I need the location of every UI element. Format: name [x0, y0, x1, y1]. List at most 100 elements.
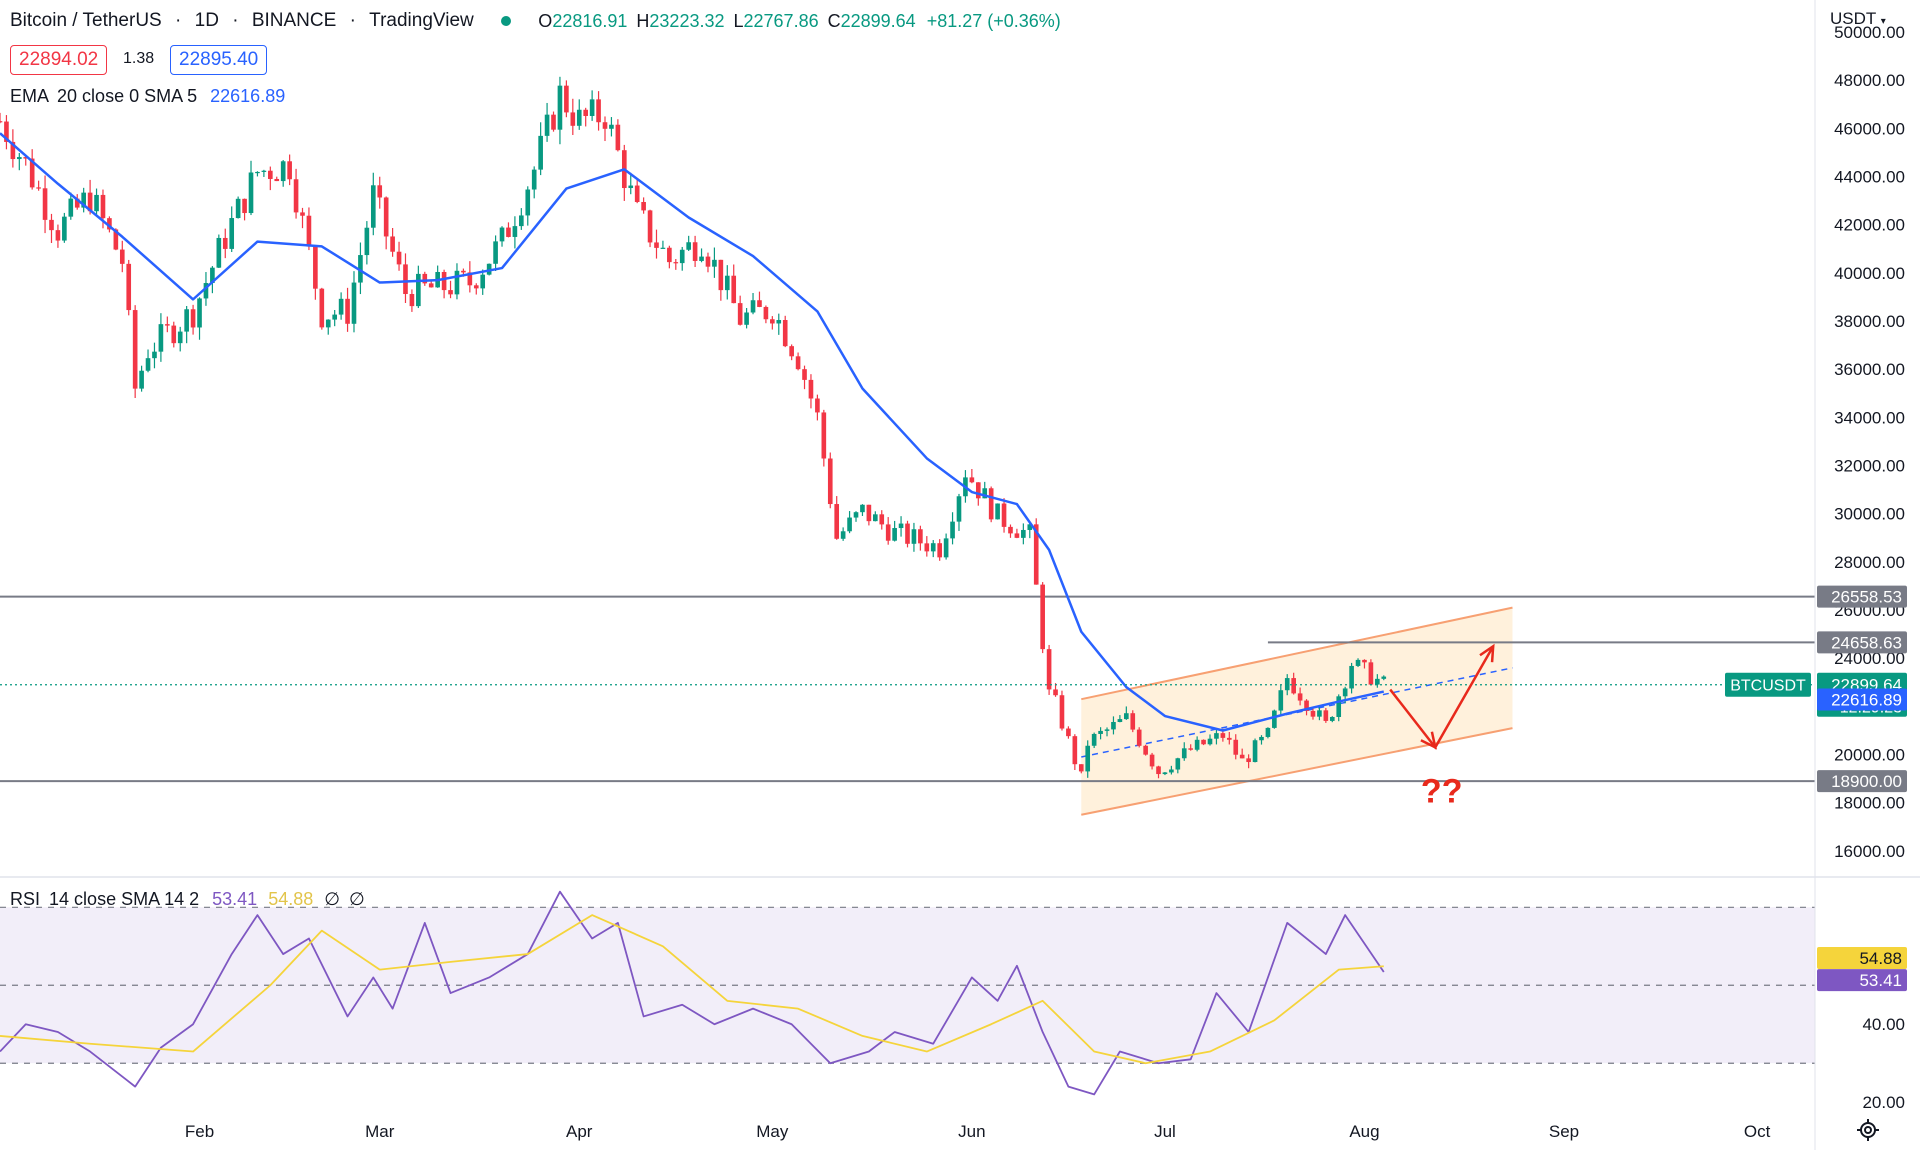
price-tick-label: 46000.00: [1834, 119, 1905, 138]
candle-body: [152, 351, 157, 359]
candle-body: [100, 194, 106, 219]
level-label-bg: [1817, 631, 1907, 654]
candle-body: [416, 273, 421, 307]
candle-body: [190, 309, 196, 328]
candle-body: [377, 185, 383, 198]
candle-body: [1233, 739, 1239, 755]
candle: [377, 176, 383, 209]
candle-body: [10, 141, 16, 160]
candle: [158, 313, 164, 362]
candle-body: [255, 171, 260, 174]
candle-body: [454, 270, 460, 295]
time-tick-label: Jun: [958, 1122, 985, 1141]
time-axis[interactable]: Feb Mar Apr May Jun Jul Aug Sep Oct: [185, 1122, 1771, 1141]
candle-body: [757, 300, 762, 307]
candle-body: [4, 121, 9, 142]
symbol-name[interactable]: Bitcoin / TetherUS: [10, 10, 162, 31]
chevron-down-icon: ▾: [1880, 16, 1886, 27]
candle-body: [1375, 678, 1380, 685]
candle-body: [1194, 739, 1200, 750]
candle-body: [679, 249, 685, 264]
price-pane[interactable]: ??: [0, 76, 1920, 878]
candle: [435, 265, 440, 288]
candle: [210, 266, 215, 294]
candle: [422, 271, 428, 286]
candle: [873, 511, 878, 522]
ema-value: 22616.89: [210, 86, 286, 106]
candle: [634, 179, 640, 204]
candle-body: [74, 198, 80, 208]
candle: [943, 533, 949, 560]
rsi-params: 14 close SMA 14 2: [49, 889, 200, 909]
candle-body: [506, 227, 511, 237]
candle-body: [1162, 772, 1168, 775]
candle-body: [892, 528, 897, 541]
candle: [383, 196, 389, 250]
candle: [1323, 707, 1329, 723]
candle-body: [789, 346, 794, 357]
candle-body: [840, 531, 846, 539]
candle-body: [370, 185, 376, 228]
candle-body: [1336, 696, 1342, 717]
candle: [1355, 658, 1361, 668]
candle: [615, 119, 621, 152]
candle: [499, 226, 505, 247]
candle-body: [1329, 716, 1335, 721]
ema-legend[interactable]: EMA 20 close 0 SMA 5 22616.89: [10, 86, 285, 107]
candle: [538, 122, 543, 176]
candle-body: [126, 263, 132, 311]
candle: [1233, 734, 1239, 760]
candle: [988, 486, 994, 523]
candle-body: [576, 109, 582, 126]
candle: [55, 224, 61, 248]
price-tick-label: 30000.00: [1834, 505, 1905, 524]
candle-body: [673, 262, 679, 264]
rsi-pane[interactable]: [0, 890, 1815, 1096]
candle: [570, 98, 576, 135]
candle-body: [744, 312, 749, 325]
rsi-legend[interactable]: RSI 14 close SMA 14 2 53.41 54.88 ∅ ∅: [10, 889, 365, 910]
price-axis[interactable]: 16000.0018000.0020000.0022000.0024000.00…: [1725, 0, 1907, 1150]
currency-label[interactable]: USDT: [1830, 9, 1876, 28]
ema-line: [0, 132, 1385, 732]
candle: [1008, 524, 1013, 538]
candle: [1169, 765, 1174, 775]
candle-body: [879, 514, 885, 525]
candle-body: [705, 256, 711, 267]
candle: [1001, 498, 1007, 533]
candle: [403, 253, 408, 304]
candle-body: [969, 477, 975, 483]
candle: [853, 511, 859, 522]
candle-body: [261, 170, 267, 172]
candle: [808, 374, 814, 409]
buy-button[interactable]: 22895.40: [170, 45, 268, 75]
candle: [795, 352, 801, 371]
candle: [197, 297, 202, 340]
candle-body: [802, 369, 807, 380]
candle-body: [1021, 529, 1026, 538]
candle: [1188, 744, 1194, 751]
candle: [222, 228, 228, 259]
currency-selector[interactable]: USDT ▾: [1830, 9, 1886, 29]
candle-body: [1078, 764, 1084, 772]
symbol-legend[interactable]: Bitcoin / TetherUS · 1D · BINANCE · Trad…: [10, 10, 1061, 31]
price-tick-label: 20000.00: [1834, 746, 1905, 765]
channel-upper-line: [1081, 606, 1513, 701]
interval[interactable]: 1D: [194, 10, 219, 31]
candle: [480, 269, 486, 295]
candle: [776, 313, 782, 335]
candle-body: [325, 319, 331, 328]
rsi-tick-label: 40.00: [1862, 1015, 1905, 1034]
sell-button[interactable]: 22894.02: [10, 45, 108, 75]
candle: [332, 309, 337, 327]
candle: [724, 265, 730, 300]
candle-body: [827, 458, 833, 505]
candle-body: [525, 189, 531, 216]
candle: [1098, 727, 1103, 740]
candle-body: [216, 237, 222, 268]
gear-icon[interactable]: [1856, 1118, 1880, 1142]
candle-body: [609, 124, 614, 129]
candle-body: [319, 288, 325, 328]
candle-body: [158, 324, 164, 352]
